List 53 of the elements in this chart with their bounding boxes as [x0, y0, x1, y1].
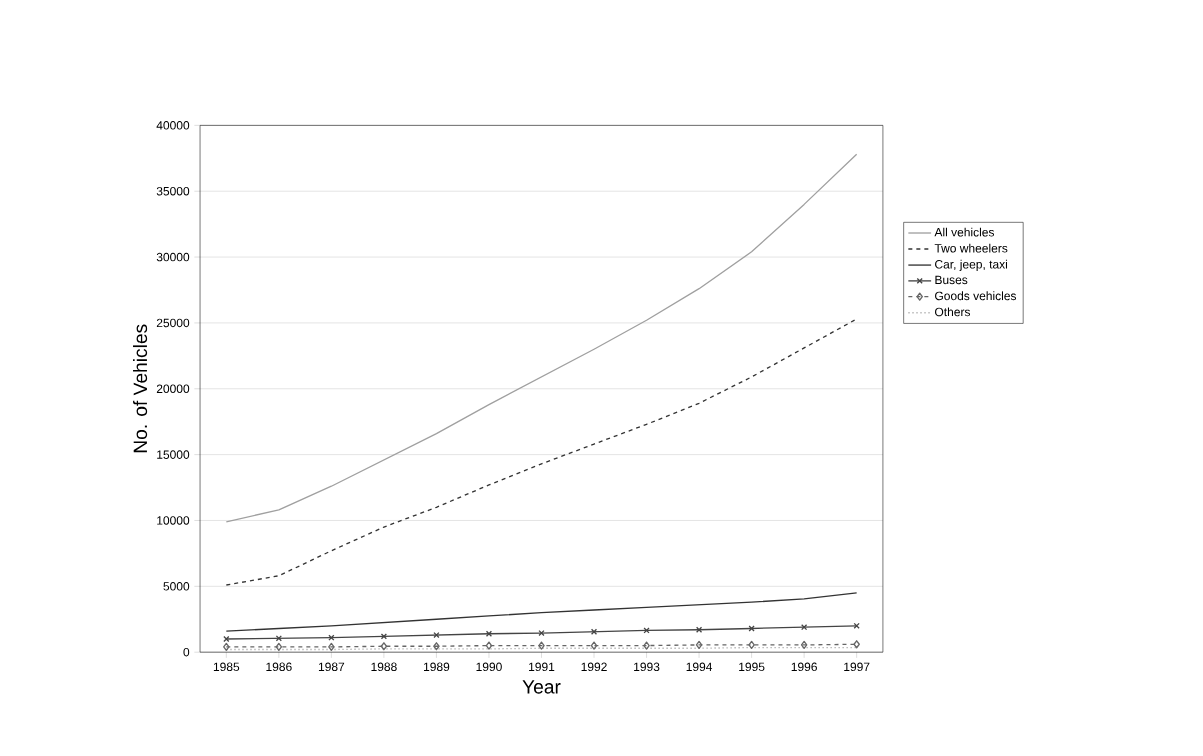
point: [380, 642, 388, 651]
y-tick-label: 15000: [157, 450, 190, 459]
y-axis-title: No. of Vehicles: [133, 324, 148, 453]
x-tick-label: 1997: [844, 662, 870, 671]
x-tick-label: 1991: [529, 662, 555, 671]
point: [695, 626, 703, 633]
point: [328, 642, 335, 651]
x-tick-label: 1989: [424, 662, 450, 671]
legend-label: Buses: [935, 275, 968, 285]
point: [748, 640, 755, 649]
point: [223, 635, 230, 643]
point: [538, 641, 545, 650]
y-tick-label: 25000: [156, 318, 190, 328]
x-tick-label: 1985: [213, 662, 240, 671]
x-tick-label: 1993: [634, 662, 660, 671]
point: [223, 642, 230, 651]
x-tick-label: 1987: [318, 662, 345, 671]
y-tick-label: 20000: [156, 384, 190, 393]
point: [590, 641, 598, 650]
point: [590, 628, 598, 635]
point: [538, 629, 545, 637]
point: [485, 630, 493, 637]
point: [800, 640, 808, 649]
y-tick-label: 40000: [156, 121, 190, 130]
x-tick-label: 1992: [581, 662, 607, 671]
x-tick-label: 1996: [791, 662, 817, 671]
point: [485, 641, 493, 650]
legend-label: All vehicles: [934, 227, 995, 237]
point: [695, 640, 703, 649]
x-tick-label: 1988: [371, 662, 397, 671]
y-tick-label: 5000: [163, 581, 190, 591]
legend-label: Two wheelers: [934, 243, 1008, 253]
x-axis-title: Year: [522, 680, 561, 694]
x-tick-label: 1986: [266, 662, 292, 671]
point: [275, 642, 283, 651]
y-tick-label: 0: [183, 647, 190, 657]
legend-label: Goods vehicles: [935, 291, 1017, 301]
y-tick-label: 35000: [156, 186, 190, 196]
point: [433, 642, 440, 651]
point: [433, 631, 440, 639]
point: [275, 635, 282, 642]
y-tick-label: 10000: [157, 516, 190, 525]
point: [643, 641, 650, 650]
x-tick-label: 1995: [739, 662, 765, 671]
x-tick-label: 1990: [476, 662, 502, 671]
point: [853, 640, 860, 649]
y-tick-label: 30000: [156, 252, 190, 262]
x-tick-label: 1994: [686, 662, 713, 671]
legend-label: Others: [935, 307, 971, 317]
point: [853, 622, 860, 629]
legend-label: Car, jeep, taxi: [935, 259, 1008, 271]
point: [380, 633, 388, 640]
line-series: [225, 318, 858, 586]
